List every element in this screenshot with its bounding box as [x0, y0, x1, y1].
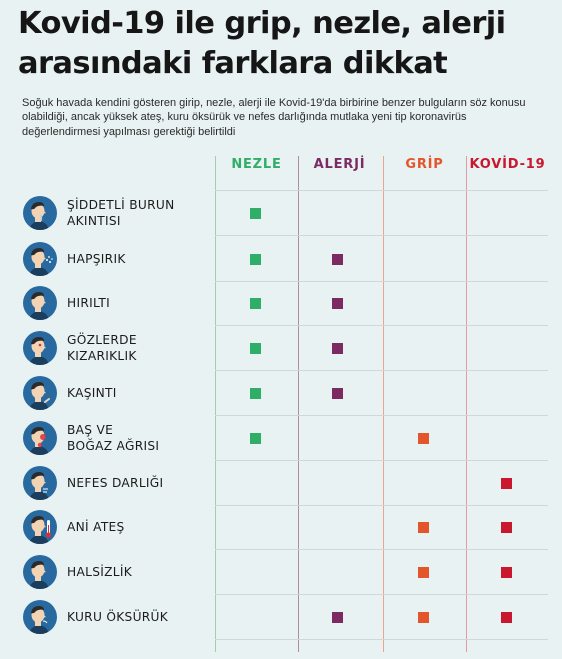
symptom-label-line-1: NEFES DARLIĞI	[67, 476, 164, 490]
symptom-label: KAŞINTI	[67, 385, 117, 401]
row-divider	[215, 281, 548, 282]
symptom-mark-gri̇p	[417, 521, 429, 533]
column-divider	[548, 156, 549, 652]
symptom-label-line-1: KURU ÖKSÜRÜK	[67, 610, 169, 624]
itch-icon	[23, 376, 57, 410]
symptom-label-line-2: BOĞAZ AĞRISI	[67, 439, 160, 453]
runny-nose-icon	[23, 196, 57, 230]
row-divider	[215, 460, 548, 461]
red-eyes-icon	[23, 331, 57, 365]
symptom-mark-gri̇p	[417, 566, 429, 578]
symptom-mark-alerji̇	[331, 297, 343, 309]
symptom-label-line-1: HIRILTI	[67, 296, 111, 310]
symptom-label-line-1: GÖZLERDE	[67, 333, 137, 347]
title-line-1: Kovid-19 ile grip, nezle, alerji	[18, 6, 506, 41]
symptom-mark-kovi̇d-19	[500, 566, 512, 578]
symptom-mark-nezle	[249, 297, 261, 309]
symptom-mark-nezle	[249, 207, 261, 219]
symptom-label: BAŞ VE BOĞAZ AĞRISI	[67, 422, 159, 454]
fatigue-icon	[23, 555, 57, 589]
symptom-label-line-2: KIZARIKLIK	[67, 349, 137, 363]
row-divider	[215, 594, 548, 595]
column-header-4: KOVİD-19	[469, 157, 546, 172]
sneeze-icon	[23, 242, 57, 276]
header-divider	[215, 190, 548, 191]
symptom-mark-alerji̇	[331, 611, 343, 623]
column-divider	[215, 156, 216, 652]
symptom-mark-alerji̇	[331, 253, 343, 265]
symptom-mark-kovi̇d-19	[500, 611, 512, 623]
symptom-label: ANİ ATEŞ	[67, 519, 125, 535]
dry-cough-icon	[23, 600, 57, 634]
symptom-label: HALSİZLİK	[67, 564, 132, 580]
column-header-2: ALERJİ	[313, 157, 366, 172]
row-divider	[215, 505, 548, 506]
symptom-label-line-1: HALSİZLİK	[67, 565, 133, 579]
symptom-label: HAPŞIRIK	[67, 251, 126, 267]
row-divider	[215, 370, 548, 371]
row-divider	[215, 415, 548, 416]
row-divider	[215, 549, 548, 550]
page-subtitle: Soğuk havada kendini gösteren girip, nez…	[22, 97, 526, 138]
symptom-label: ŞİDDETLİ BURUN AKINTISI	[67, 197, 175, 229]
column-divider	[298, 156, 299, 652]
symptom-label: GÖZLERDE KIZARIKLIK	[67, 332, 137, 364]
symptom-mark-nezle	[249, 253, 261, 265]
symptom-label: HIRILTI	[67, 295, 110, 311]
symptom-label: KURU ÖKSÜRÜK	[67, 609, 168, 625]
symptom-mark-kovi̇d-19	[500, 477, 512, 489]
row-divider	[215, 639, 548, 640]
symptom-label: NEFES DARLIĞI	[67, 475, 163, 491]
symptom-label-line-1: BAŞ VE	[67, 423, 114, 437]
page-title: Kovid-19 ile grip, nezle, alerji arasınd…	[18, 4, 558, 84]
symptom-label-line-1: HAPŞIRIK	[67, 252, 126, 266]
symptom-label-line-1: ŞİDDETLİ BURUN	[67, 198, 175, 212]
row-divider	[215, 235, 548, 236]
symptom-mark-alerji̇	[331, 342, 343, 354]
column-header-1: NEZLE	[231, 157, 282, 172]
symptom-mark-gri̇p	[417, 611, 429, 623]
symptom-mark-gri̇p	[417, 432, 429, 444]
column-divider	[383, 156, 384, 652]
symptom-label-line-1: KAŞINTI	[67, 386, 117, 400]
title-line-2: arasındaki farklara dikkat	[18, 46, 448, 81]
head-throat-pain-icon	[23, 421, 57, 455]
symptom-mark-alerji̇	[331, 387, 343, 399]
wheeze-icon	[23, 286, 57, 320]
shortness-of-breath-icon	[23, 466, 57, 500]
symptom-label-line-1: ANİ ATEŞ	[67, 520, 125, 534]
fever-icon	[23, 510, 57, 544]
symptom-label-line-2: AKINTISI	[67, 214, 121, 228]
symptom-mark-kovi̇d-19	[500, 521, 512, 533]
row-divider	[215, 325, 548, 326]
symptom-mark-nezle	[249, 432, 261, 444]
column-divider	[466, 156, 467, 652]
symptom-mark-nezle	[249, 387, 261, 399]
symptom-mark-nezle	[249, 342, 261, 354]
column-header-3: GRİP	[405, 157, 444, 172]
